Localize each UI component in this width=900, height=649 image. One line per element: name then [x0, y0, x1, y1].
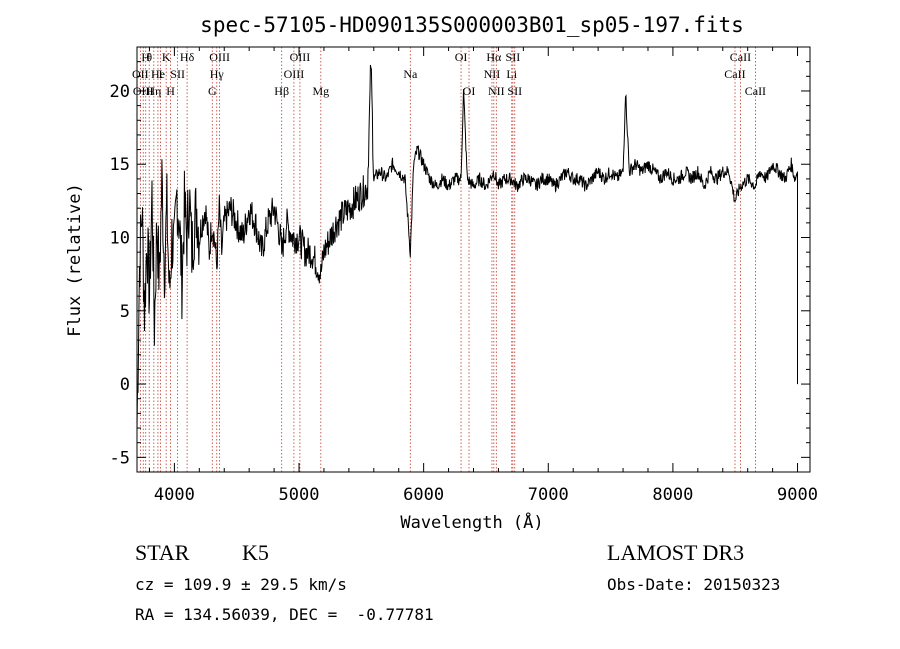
spectral-line-labels: OIIOIIIHθHηHeIKHSIIHδGHγOIIIHβOIIIOIIIMg… — [132, 50, 766, 98]
spectral-line-label: He — [151, 67, 165, 81]
y-tick-label: 5 — [120, 302, 130, 322]
spectral-line-label: G — [208, 84, 217, 98]
x-tick-label: 7000 — [528, 485, 569, 505]
y-tick-label: 20 — [110, 82, 130, 102]
spectral-line-label: Hα — [486, 50, 502, 64]
spectral-line-label: SII — [170, 67, 185, 81]
spectral-line-label: Hβ — [274, 84, 289, 98]
spectral-line-label: K — [162, 50, 171, 64]
spectral-line-label: NII — [484, 67, 501, 81]
spectral-line-label: Hδ — [180, 50, 195, 64]
y-tick-label: 0 — [120, 375, 130, 395]
y-tick-label: 15 — [110, 155, 130, 175]
spectral-line-label: SII — [506, 50, 521, 64]
spectral-line-label: CaII — [745, 84, 766, 98]
spectral-line-label: H — [166, 84, 175, 98]
spectral-line-label: CaII — [730, 50, 751, 64]
object-subclass: K5 — [242, 540, 269, 565]
flux-series — [136, 64, 798, 429]
spectral-line-label: Hγ — [210, 67, 225, 81]
spectral-line-label: SII — [507, 84, 522, 98]
y-tick-label: 10 — [110, 229, 130, 249]
x-axis-ticks: 4000 5000 6000 7000 8000 9000 — [148, 47, 818, 505]
y-axis-label: Flux (relative) — [65, 183, 85, 337]
spectral-line-label: Hη — [146, 84, 161, 98]
x-tick-label: 5000 — [279, 485, 320, 505]
spectral-line-markers — [139, 47, 756, 472]
spectral-line-label: H — [141, 50, 150, 64]
spectral-line-label: CaII — [724, 67, 745, 81]
object-class: STAR — [135, 540, 190, 565]
spectral-line-label: θ — [146, 50, 152, 64]
spectral-line-label: OI — [455, 50, 468, 64]
x-tick-label: 8000 — [652, 485, 693, 505]
spectral-line-label: OIII — [290, 50, 311, 64]
spectral-line-label: OIII — [209, 50, 230, 64]
observation-date: Obs-Date: 20150323 — [607, 575, 781, 594]
spectral-line-label: OII — [132, 67, 149, 81]
spectral-line-label: I — [159, 67, 163, 81]
x-axis-label: Wavelength (Å) — [400, 511, 543, 533]
spectral-line-label: NII — [488, 84, 505, 98]
spectral-line-label: OI — [463, 84, 476, 98]
spectral-line-label: Mg — [312, 84, 329, 98]
spectral-line-label: Na — [403, 67, 418, 81]
flux-line — [136, 64, 798, 429]
spectral-line-label: Li — [506, 67, 517, 81]
x-tick-label: 4000 — [154, 485, 195, 505]
coordinates: RA = 134.56039, DEC = -0.77781 — [135, 605, 434, 624]
y-tick-label: -5 — [110, 448, 130, 468]
spectral-line-label: OIII — [284, 67, 305, 81]
x-tick-label: 6000 — [403, 485, 444, 505]
chart-title: spec-57105-HD090135S000003B01_sp05-197.f… — [200, 13, 744, 37]
x-tick-label: 9000 — [777, 485, 818, 505]
redshift-cz: cz = 109.9 ± 29.5 km/s — [135, 575, 347, 594]
plot-frame — [136, 46, 811, 473]
survey-name: LAMOST DR3 — [607, 540, 745, 565]
y-axis-ticks: -5 0 5 10 15 20 — [110, 61, 810, 468]
